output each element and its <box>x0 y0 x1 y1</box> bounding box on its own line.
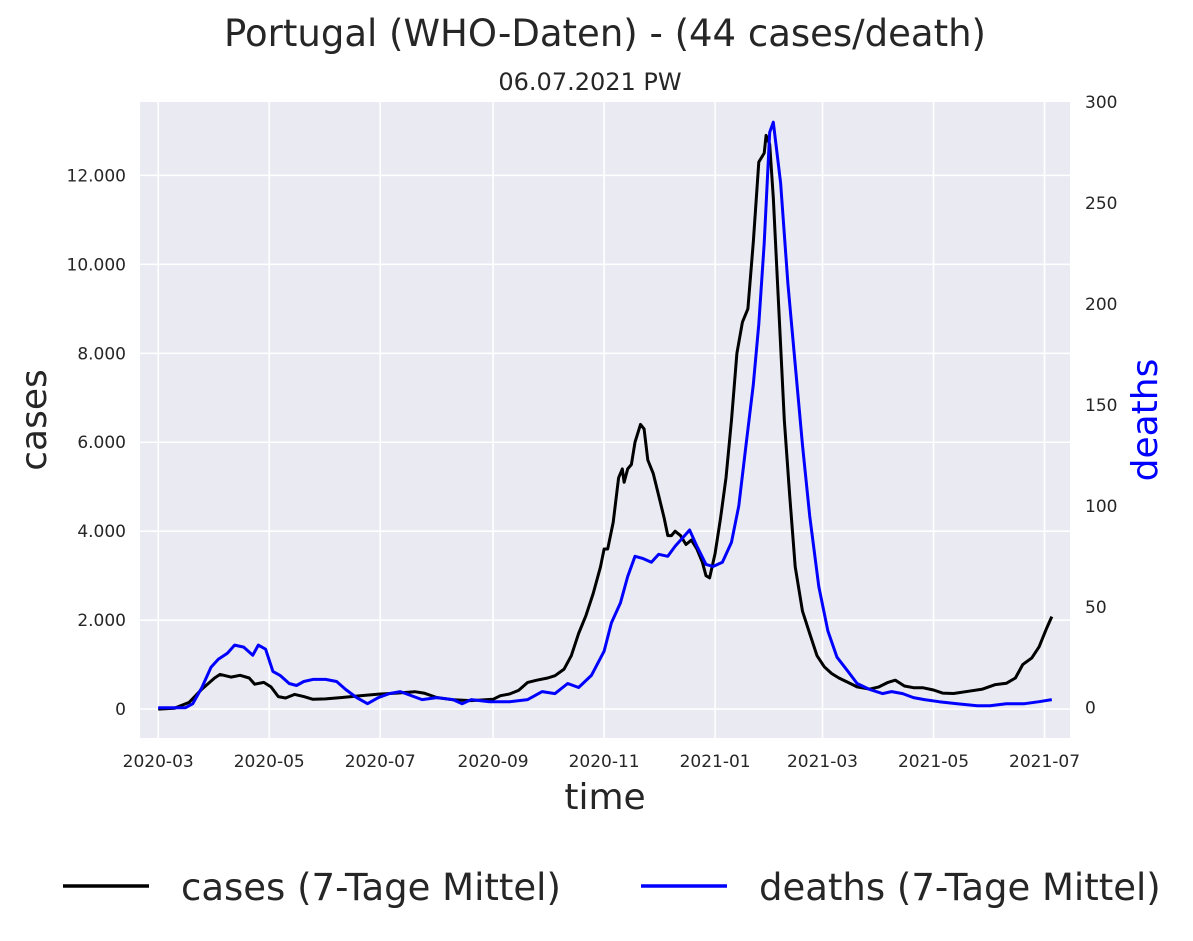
x-tick-label: 2020-05 <box>234 752 305 772</box>
x-tick-label: 2021-03 <box>787 752 858 772</box>
x-tick-label: 2020-07 <box>345 752 416 772</box>
chart-subtitle: 06.07.2021 PW <box>498 68 681 96</box>
x-tick-label: 2021-01 <box>680 752 751 772</box>
legend-cases-label: cases (7-Tage Mittel) <box>181 866 561 909</box>
legend-deaths-label: deaths (7-Tage Mittel) <box>759 866 1161 909</box>
legend: cases (7-Tage Mittel) deaths (7-Tage Mit… <box>63 866 1161 909</box>
y-tick-label: 0 <box>115 700 126 720</box>
x-tick-label: 2021-05 <box>898 752 969 772</box>
y-tick-label: 10.000 <box>67 255 126 275</box>
y2-tick-label: 100 <box>1085 497 1117 517</box>
x-axis-label: time <box>564 777 645 818</box>
x-tick-label: 2021-07 <box>1009 752 1080 772</box>
y2-tick-label: 250 <box>1085 194 1117 214</box>
plot-background <box>140 102 1070 738</box>
series-layer <box>158 120 1054 711</box>
y2-tick-label: 150 <box>1085 396 1117 416</box>
grid-lines <box>140 102 1070 738</box>
y2-tick-label: 50 <box>1085 598 1107 618</box>
y-tick-label: 4.000 <box>77 522 126 542</box>
y-tick-label: 2.000 <box>77 611 126 631</box>
y-axis-label: cases <box>14 369 55 471</box>
x-tick-label: 2020-03 <box>123 752 194 772</box>
y-tick-label: 8.000 <box>77 344 126 364</box>
y-tick-label: 6.000 <box>77 433 126 453</box>
x-tick-label: 2020-09 <box>458 752 529 772</box>
cases-line <box>158 133 1054 711</box>
x-tick-label: 2020-11 <box>569 752 640 772</box>
y2-tick-label: 200 <box>1085 295 1117 315</box>
y-tick-label: 12.000 <box>67 166 126 186</box>
tick-labels: 2020-03 2020-05 2020-07 2020-09 2020-11 2021-… <box>67 93 1118 772</box>
chart-title: Portugal (WHO-Daten) - (44 cases/death) <box>224 12 986 55</box>
y2-axis-label: deaths <box>1125 359 1166 482</box>
y2-tick-label: 0 <box>1085 699 1096 719</box>
y2-tick-label: 300 <box>1085 93 1117 113</box>
deaths-line <box>158 120 1053 710</box>
